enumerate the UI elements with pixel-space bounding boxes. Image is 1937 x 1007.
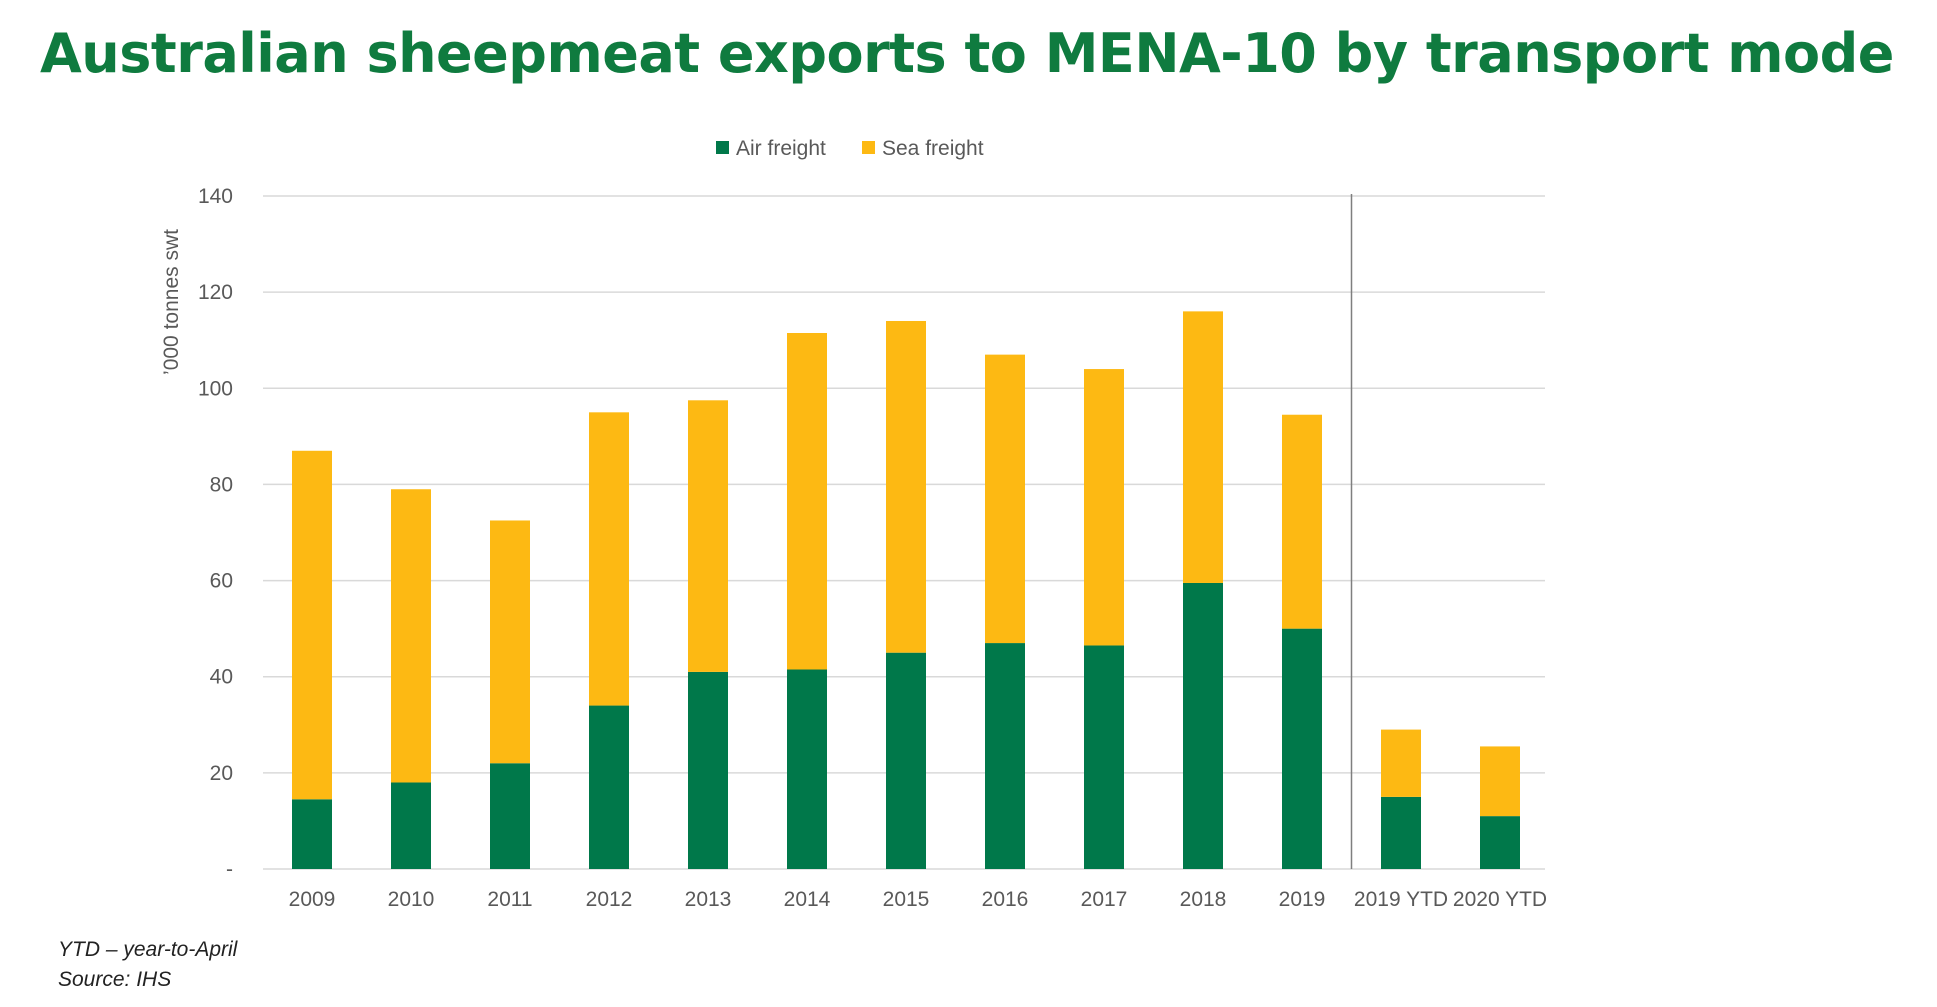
- bar-sea-2012: [589, 412, 629, 706]
- y-axis-label: ’000 tonnes swt: [160, 229, 183, 375]
- bar-air-2015: [886, 652, 926, 869]
- x-tick-label: 2014: [784, 888, 831, 911]
- bar-sea-2019-ytd: [1381, 729, 1421, 797]
- y-tick-label: 40: [210, 666, 233, 689]
- legend-swatch-sea: [862, 141, 875, 154]
- y-tick-label: 80: [210, 473, 233, 496]
- bar-air-2017: [1084, 645, 1124, 869]
- y-axis: - 20 40 60 80 100 120 140: [198, 185, 233, 881]
- bar-air-2020-ytd: [1480, 816, 1520, 869]
- bar-air-2014: [787, 669, 827, 869]
- y-tick-label: -: [226, 858, 233, 881]
- y-tick-label: 20: [210, 762, 233, 785]
- bar-air-2019: [1282, 628, 1322, 869]
- legend-swatch-air: [716, 141, 729, 154]
- y-tick-label: 140: [198, 185, 233, 208]
- source-note: Source: IHS: [58, 968, 172, 991]
- y-tick-label: 120: [198, 281, 233, 304]
- x-tick-label: 2013: [685, 888, 732, 911]
- bar-sea-2016: [985, 354, 1025, 644]
- y-tick-label: 60: [210, 570, 233, 593]
- bar-sea-2011: [490, 520, 530, 764]
- legend-label-air: Air freight: [736, 137, 826, 160]
- x-tick-label: 2011: [487, 888, 532, 911]
- x-tick-label: 2016: [982, 888, 1029, 911]
- bars: [292, 311, 1520, 869]
- bar-sea-2009: [292, 450, 332, 800]
- bar-sea-2014: [787, 333, 827, 670]
- bar-sea-2018: [1183, 311, 1223, 583]
- bar-sea-2015: [886, 320, 926, 653]
- bar-air-2009: [292, 799, 332, 869]
- bar-air-2018: [1183, 582, 1223, 869]
- bar-sea-2013: [688, 400, 728, 672]
- y-tick-label: 100: [198, 377, 233, 400]
- x-tick-label: 2009: [289, 888, 336, 911]
- bar-air-2012: [589, 705, 629, 869]
- x-tick-label: 2017: [1081, 888, 1128, 911]
- x-axis: 2009 2010 2011 2012 2013 2014 2015 2016 2017 2018…: [289, 888, 1547, 911]
- bar-air-2013: [688, 671, 728, 869]
- bar-sea-2020-ytd: [1480, 746, 1520, 817]
- bar-sea-2017: [1084, 369, 1124, 646]
- bar-air-2010: [391, 782, 431, 869]
- bar-air-2019-ytd: [1381, 796, 1421, 869]
- bar-sea-2019: [1282, 414, 1322, 629]
- ytd-note: YTD – year-to-April: [58, 938, 238, 961]
- x-tick-label: 2015: [883, 888, 930, 911]
- chart-title: Australian sheepmeat exports to MENA-10 …: [40, 22, 1894, 85]
- x-tick-label: 2020 YTD: [1453, 888, 1547, 911]
- x-tick-label: 2019 YTD: [1354, 888, 1448, 911]
- bar-air-2011: [490, 763, 530, 869]
- bar-air-2016: [985, 643, 1025, 869]
- x-tick-label: 2012: [586, 888, 633, 911]
- legend: Air freight Sea freight: [716, 137, 984, 160]
- legend-label-sea: Sea freight: [882, 137, 984, 160]
- x-tick-label: 2018: [1180, 888, 1227, 911]
- x-tick-label: 2010: [388, 888, 435, 911]
- bar-sea-2010: [391, 489, 431, 783]
- x-tick-label: 2019: [1279, 888, 1326, 911]
